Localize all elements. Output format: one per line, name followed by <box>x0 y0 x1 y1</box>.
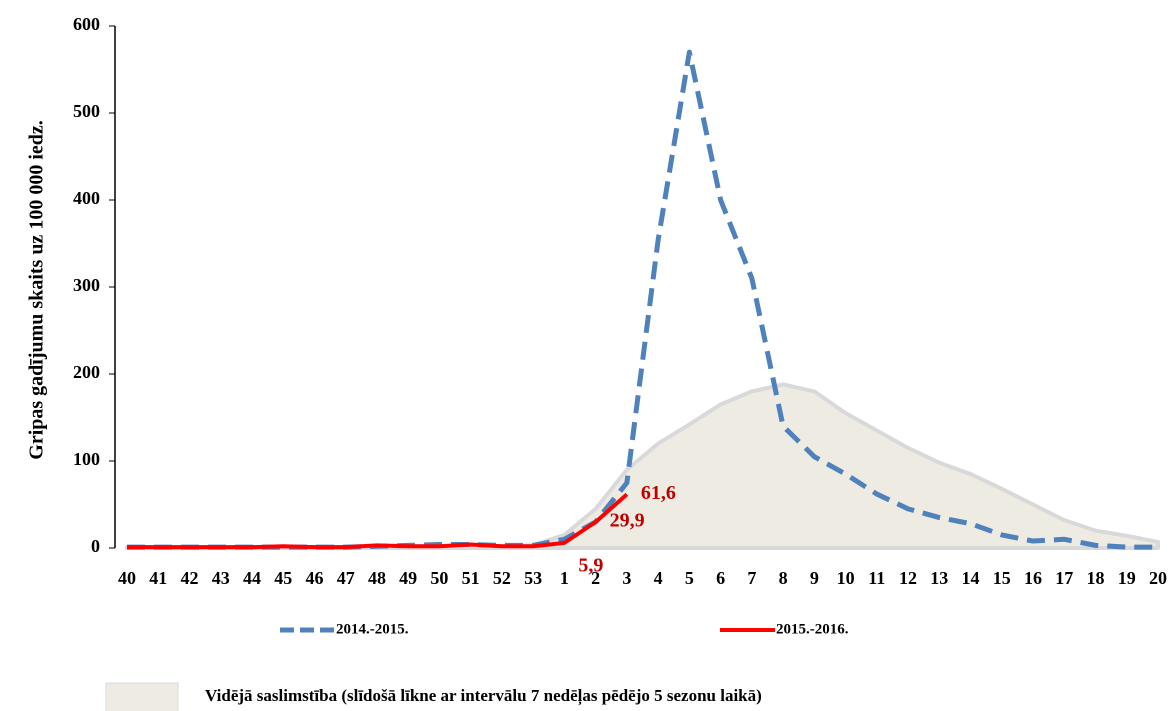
x-tick-label: 41 <box>149 568 167 588</box>
x-tick-label: 44 <box>243 568 261 588</box>
legend-label: 2014.-2015. <box>336 621 409 637</box>
y-tick-label: 400 <box>73 188 100 208</box>
legend-label: Vidējā saslimstība (slīdošā līkne ar int… <box>205 686 762 706</box>
x-tick-label: 11 <box>868 568 885 588</box>
y-tick-label: 300 <box>73 275 100 295</box>
x-tick-label: 3 <box>622 568 631 588</box>
x-tick-label: 18 <box>1087 568 1105 588</box>
x-tick-label: 52 <box>493 568 511 588</box>
x-tick-label: 50 <box>430 568 448 588</box>
x-tick-label: 9 <box>810 568 819 588</box>
x-tick-label: 7 <box>747 568 756 588</box>
x-tick-label: 8 <box>779 568 788 588</box>
data-label: 5,9 <box>578 554 603 576</box>
x-tick-label: 4 <box>654 568 663 588</box>
x-tick-label: 2 <box>591 568 600 588</box>
legend-label: 2015.-2016. <box>776 621 849 637</box>
x-tick-label: 42 <box>180 568 198 588</box>
x-tick-label: 16 <box>1024 568 1042 588</box>
y-axis-label: Gripas gadījumu skaits uz 100 000 iedz. <box>26 120 48 459</box>
x-tick-label: 19 <box>1118 568 1136 588</box>
data-label: 29,9 <box>610 510 645 532</box>
x-tick-label: 45 <box>274 568 292 588</box>
x-tick-label: 10 <box>837 568 855 588</box>
x-tick-label: 1 <box>560 568 569 588</box>
y-tick-label: 100 <box>73 449 100 469</box>
x-tick-label: 53 <box>524 568 542 588</box>
x-tick-label: 13 <box>930 568 948 588</box>
x-tick-label: 49 <box>399 568 417 588</box>
line <box>127 492 629 550</box>
x-tick-label: 17 <box>1055 568 1073 588</box>
y-tick-label: 500 <box>73 101 100 121</box>
x-tick-label: 51 <box>462 568 480 588</box>
x-tick-label: 40 <box>118 568 136 588</box>
x-tick-label: 47 <box>337 568 355 588</box>
x-tick-label: 6 <box>716 568 725 588</box>
x-tick-label: 15 <box>993 568 1011 588</box>
data-label: 61,6 <box>641 482 676 504</box>
y-tick-label: 200 <box>73 362 100 382</box>
legend-swatch <box>105 682 179 711</box>
x-tick-label: 43 <box>212 568 230 588</box>
x-tick-label: 5 <box>685 568 694 588</box>
y-tick-label: 600 <box>73 14 100 34</box>
x-tick-label: 46 <box>305 568 323 588</box>
x-tick-label: 12 <box>899 568 917 588</box>
x-tick-label: 48 <box>368 568 386 588</box>
y-tick-label: 0 <box>91 536 100 556</box>
x-tick-label: 20 <box>1149 568 1167 588</box>
x-tick-label: 14 <box>962 568 980 588</box>
